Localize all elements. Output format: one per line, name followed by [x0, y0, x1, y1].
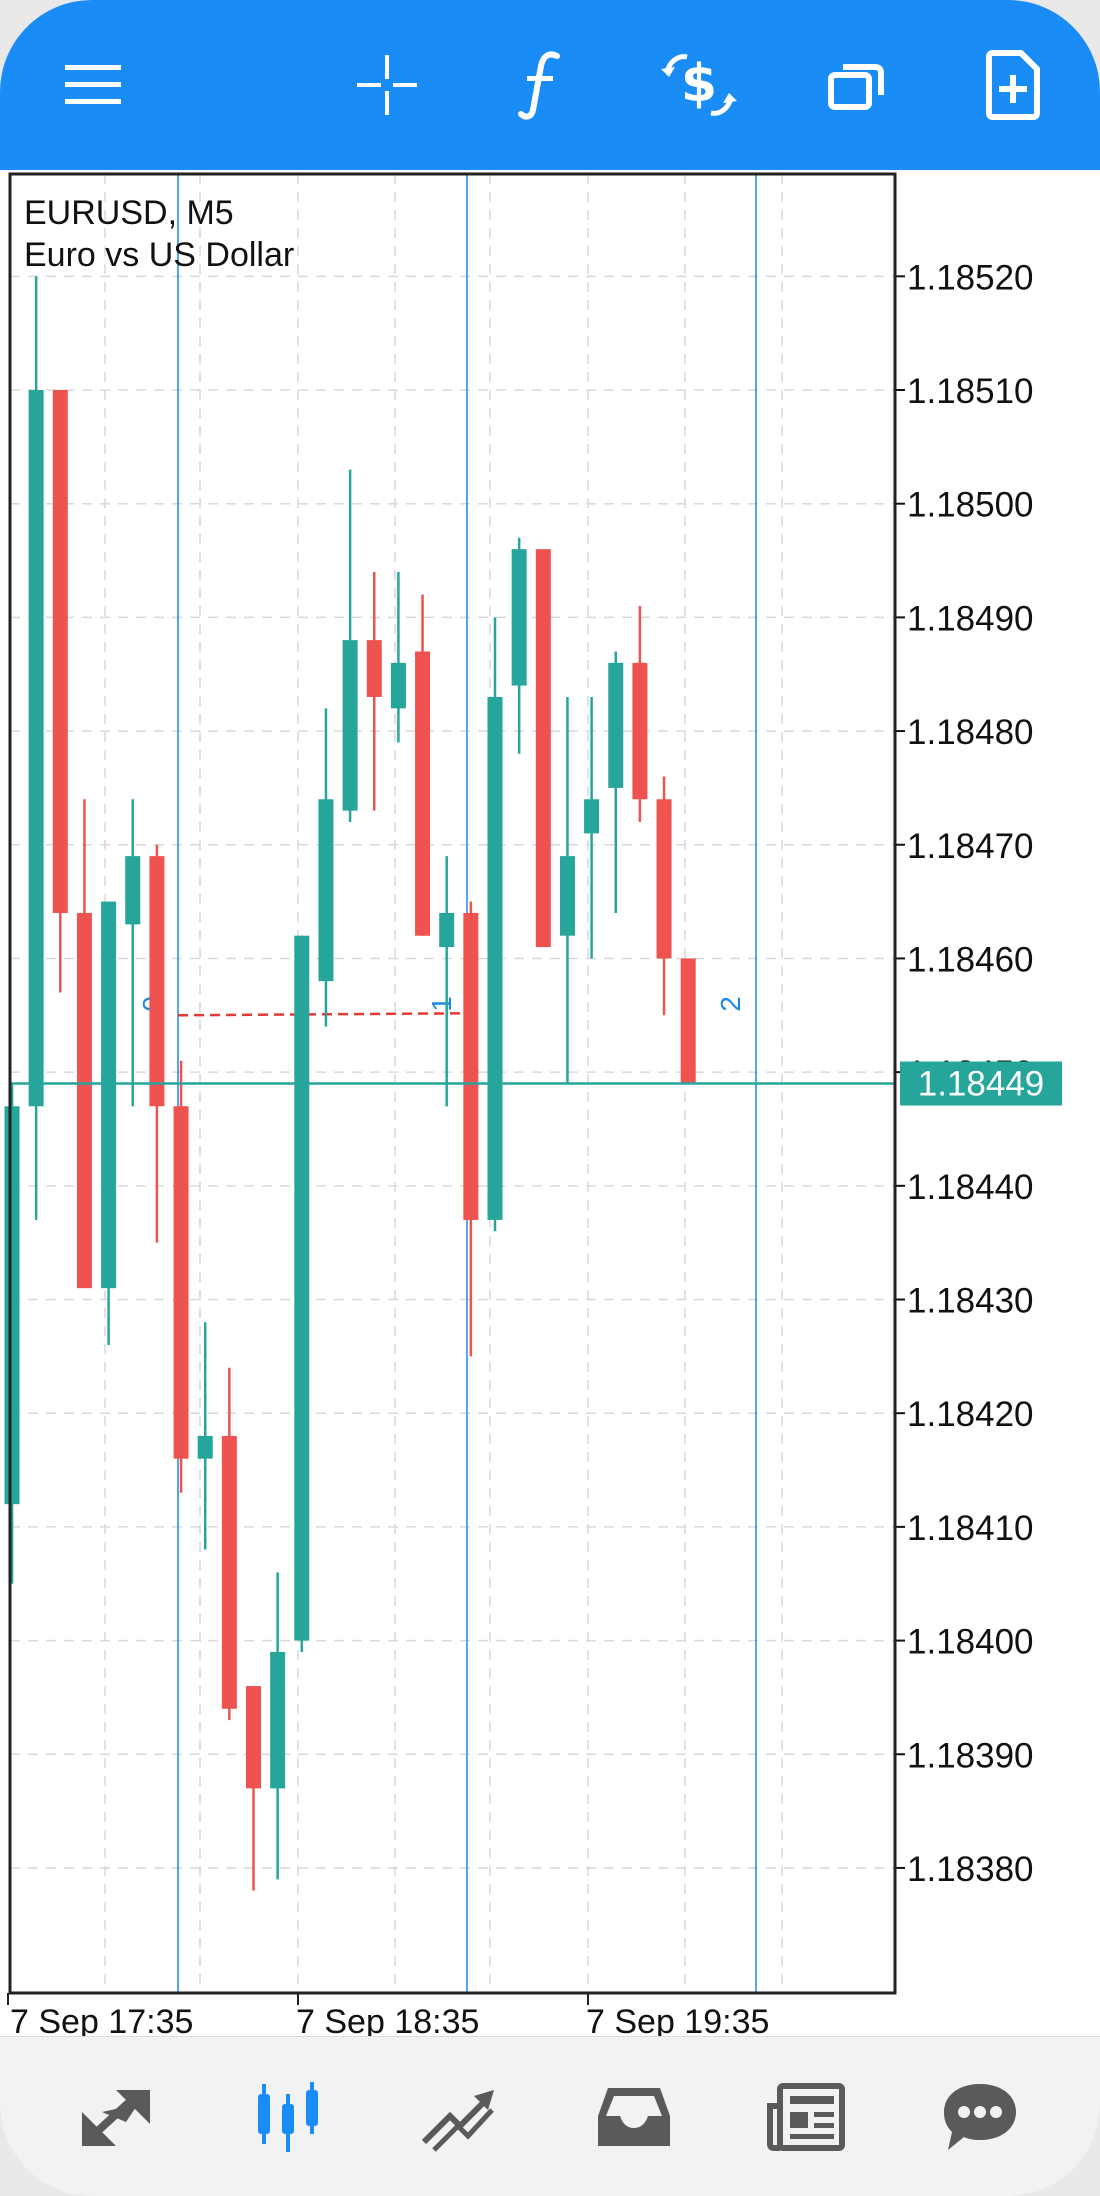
x-axis-tick-label: 7 Sep 18:35	[296, 2003, 479, 2038]
y-axis-tick-label: 1.18510	[907, 372, 1034, 411]
y-axis-tick-label: 1.18460	[907, 940, 1034, 979]
nav-quotes[interactable]	[66, 2067, 166, 2167]
crosshair-icon	[357, 55, 417, 115]
nav-chart[interactable]	[238, 2067, 338, 2167]
x-axis-tick-label: 7 Sep 17:35	[10, 2003, 193, 2038]
x-axis-tick-label: 7 Sep 19:35	[586, 2003, 769, 2038]
candle-body	[197, 1435, 213, 1459]
candle-body	[680, 958, 696, 1084]
y-axis-tick-label: 1.18390	[907, 1736, 1034, 1775]
windows-icon	[828, 64, 884, 110]
nav-history[interactable]	[584, 2067, 684, 2167]
dashed-trend-line[interactable]	[177, 1012, 468, 1017]
menu-button[interactable]	[48, 40, 138, 130]
nav-messages[interactable]	[930, 2067, 1030, 2167]
menu-icon	[65, 65, 121, 104]
candle-body	[149, 856, 165, 1107]
top-toolbar: $	[0, 0, 1100, 170]
candle-body	[76, 912, 92, 1289]
candle-body	[221, 1435, 237, 1709]
candle-body	[656, 799, 672, 959]
chart-area[interactable]: 1.18520 1.18510 1.18500 1.18490 1.18480 1.184…	[0, 170, 1100, 2038]
bottom-navigation	[0, 2036, 1100, 2196]
news-icon	[767, 2083, 845, 2151]
candle-body	[246, 1686, 261, 1789]
y-axis-tick-label: 1.18380	[907, 1850, 1034, 1889]
candle-body	[487, 696, 503, 1220]
candle-body	[559, 856, 575, 936]
chart-frame	[8, 172, 897, 1995]
windows-button[interactable]	[812, 40, 902, 130]
chart-symbol-description: Euro vs US Dollar	[24, 236, 295, 274]
candle-body	[270, 1651, 286, 1789]
new-order-button[interactable]	[968, 40, 1058, 130]
history-icon	[598, 2088, 670, 2146]
candle-body	[511, 549, 527, 686]
candle-body	[318, 799, 334, 982]
y-axis-tick-label: 1.18520	[907, 258, 1034, 297]
candle-body	[463, 912, 479, 1220]
y-axis-tick-label: 1.18440	[907, 1168, 1034, 1207]
y-axis-tick-label: 1.18480	[907, 713, 1034, 752]
fibonacci-zone-label: 2	[715, 996, 746, 1012]
indicators-button[interactable]	[498, 40, 588, 130]
candle-body	[342, 640, 358, 811]
chart-icon	[258, 2082, 318, 2152]
y-axis-tick-label: 1.18470	[907, 827, 1034, 866]
y-axis-tick-label: 1.18400	[907, 1623, 1034, 1662]
candle-body	[28, 390, 44, 1107]
new-order-icon	[986, 50, 1040, 120]
candle-body	[535, 549, 551, 948]
candle-body	[390, 662, 406, 709]
indicators-icon	[518, 51, 560, 120]
chart-symbol-title: EURUSD, M5	[24, 194, 234, 232]
candle-body	[439, 912, 455, 948]
candle-body	[4, 1106, 20, 1505]
y-axis-tick-label: 1.18430	[907, 1282, 1034, 1321]
nav-news[interactable]	[756, 2067, 856, 2167]
nav-trade[interactable]	[410, 2067, 510, 2167]
svg-text:$: $	[681, 54, 717, 114]
candle-body	[366, 640, 382, 697]
candle-body	[294, 935, 310, 1641]
fibonacci-zone-label: 1	[426, 996, 457, 1012]
crosshair-button[interactable]	[342, 40, 432, 130]
trade-icon	[421, 2090, 494, 2152]
candle-body	[608, 662, 624, 788]
candle-body	[173, 1106, 189, 1459]
current-price-label: 1.18449	[918, 1065, 1045, 1104]
candle-body	[415, 651, 431, 936]
candle-body	[584, 799, 600, 834]
trade-icon: $	[661, 54, 737, 116]
candle-body	[632, 662, 648, 800]
candle-body	[125, 856, 141, 925]
trade-button[interactable]: $	[654, 40, 744, 130]
candle-body	[101, 901, 117, 1289]
y-axis-tick-label: 1.18500	[907, 486, 1034, 525]
y-axis-tick-label: 1.18490	[907, 599, 1034, 638]
y-axis-tick-label: 1.18410	[907, 1509, 1034, 1548]
price-chart[interactable]: 1.18520 1.18510 1.18500 1.18490 1.18480 1.184…	[0, 170, 1100, 2038]
y-axis-tick-label: 1.18420	[907, 1395, 1034, 1434]
current-price-badge	[900, 1061, 1062, 1106]
quotes-icon	[82, 2090, 150, 2146]
candle-body	[52, 390, 68, 913]
messages-icon	[944, 2084, 1016, 2150]
